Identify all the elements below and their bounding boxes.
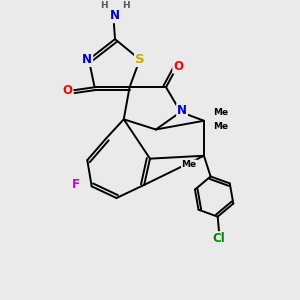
Text: O: O [62, 84, 72, 97]
Text: Me: Me [213, 108, 228, 117]
Text: N: N [177, 104, 187, 117]
Text: S: S [135, 53, 145, 66]
Text: H: H [122, 1, 130, 10]
Text: Me: Me [182, 160, 197, 169]
Text: N: N [82, 53, 92, 66]
Text: O: O [173, 60, 183, 73]
Text: H: H [100, 1, 108, 10]
Text: Me: Me [213, 122, 228, 130]
Text: F: F [72, 178, 80, 191]
Text: Cl: Cl [213, 232, 226, 245]
Text: N: N [110, 9, 120, 22]
